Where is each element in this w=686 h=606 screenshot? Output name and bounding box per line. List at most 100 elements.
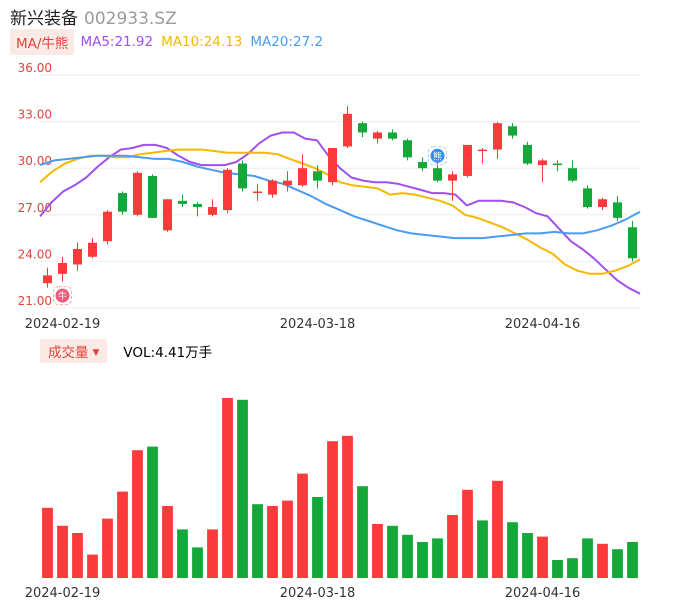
price-date-label: 2024-02-19 — [25, 317, 101, 332]
candlestick — [373, 130, 382, 144]
candlestick — [283, 171, 292, 192]
ma-legend: MA/牛熊 MA5:21.92 MA10:24.13 MA20:27.2 — [10, 29, 331, 55]
stock-header: 新兴装备 002933.SZ — [10, 4, 177, 29]
volume-bar — [207, 529, 218, 578]
volume-value: VOL:4.41万手 — [123, 345, 213, 361]
volume-bar — [267, 506, 278, 578]
candle-body — [118, 193, 127, 212]
candlestick — [103, 210, 112, 245]
candlestick — [73, 242, 82, 271]
volume-bar — [567, 558, 578, 578]
candlestick — [628, 221, 637, 262]
volume-bar — [57, 525, 68, 578]
candlestick — [568, 160, 577, 183]
candlestick — [328, 148, 337, 186]
ma20-label: MA20:27.2 — [250, 34, 324, 50]
candlestick — [58, 256, 67, 282]
candle-body — [178, 200, 187, 204]
candle-body — [568, 168, 577, 181]
candle-body — [103, 211, 112, 242]
price-axis-tick-label: 21.00 — [18, 294, 52, 308]
price-date-label: 2024-03-18 — [280, 317, 356, 332]
ma10-label: MA10:24.13 — [161, 34, 243, 50]
candle-body — [463, 144, 472, 176]
candlestick — [613, 196, 622, 222]
volume-bar — [162, 506, 173, 578]
candlestick — [358, 121, 367, 138]
volume-bar — [222, 398, 233, 578]
candlestick — [193, 202, 202, 217]
candle-body — [283, 180, 292, 186]
candlestick — [598, 197, 607, 211]
volume-bar — [237, 399, 248, 578]
volume-bar — [597, 543, 608, 578]
candle-body — [478, 149, 487, 152]
candle-body — [388, 132, 397, 139]
candlestick — [133, 171, 142, 217]
candlestick — [418, 157, 427, 172]
candle-body — [43, 275, 52, 284]
volume-indicator-selector[interactable]: 成交量 ▼ — [40, 339, 108, 363]
candle-body — [133, 172, 142, 215]
volume-bar — [492, 480, 503, 578]
candlestick — [223, 168, 232, 214]
candle-body — [253, 191, 262, 193]
volume-bar — [282, 500, 293, 578]
volume-date-label: 2024-03-18 — [280, 586, 356, 601]
volume-bar — [117, 491, 128, 578]
stock-name: 新兴装备 — [10, 9, 78, 29]
volume-bar — [462, 489, 473, 578]
volume-bar — [252, 504, 263, 578]
ma-line-ma10 — [39, 148, 641, 275]
price-axis-tick-label: 33.00 — [18, 108, 52, 122]
volume-bar — [297, 473, 308, 578]
volume-bar — [192, 547, 203, 578]
marker-badge — [55, 288, 70, 303]
bear-marker-icon: 熊 — [428, 146, 447, 166]
candle-body — [373, 132, 382, 139]
candlestick — [523, 141, 532, 166]
volume-bar — [372, 524, 383, 578]
candlestick — [538, 158, 547, 183]
candle-body — [583, 188, 592, 208]
volume-bar — [477, 520, 488, 578]
candlestick — [178, 194, 187, 208]
candlestick — [388, 129, 397, 141]
candlestick — [208, 199, 217, 217]
candle-body — [58, 262, 67, 274]
marker-badge — [430, 148, 445, 163]
ma-line-ma5 — [39, 131, 641, 295]
candle-body — [73, 248, 82, 265]
volume-bar — [357, 486, 368, 578]
volume-bar — [42, 507, 53, 578]
candle-body — [148, 175, 157, 218]
candle-body — [553, 163, 562, 166]
candle-body — [508, 126, 517, 136]
candlestick — [508, 123, 517, 139]
dropdown-triangle-icon: ▼ — [92, 348, 100, 358]
volume-bar — [582, 538, 593, 578]
candle-body — [163, 199, 172, 231]
marker-glyph: 牛 — [58, 290, 67, 302]
candlestick — [448, 171, 457, 201]
volume-date-label: 2024-04-16 — [505, 586, 581, 601]
candle-body — [493, 123, 502, 150]
bull-marker-icon: 牛 — [53, 286, 72, 306]
volume-bar — [522, 533, 533, 578]
candlestick — [493, 121, 502, 159]
ma-indicator-selector[interactable]: MA/牛熊 — [10, 29, 75, 55]
candlestick — [403, 138, 412, 161]
volume-bar — [132, 450, 143, 578]
candlestick — [463, 144, 472, 178]
volume-bar — [612, 549, 623, 578]
volume-bar — [507, 522, 518, 578]
candle-body — [268, 180, 277, 195]
candlestick — [313, 165, 322, 189]
candlestick — [583, 185, 592, 209]
volume-bar — [627, 542, 638, 578]
candlestick — [253, 183, 262, 201]
volume-date-label: 2024-02-19 — [25, 586, 101, 601]
stock-code: 002933.SZ — [84, 9, 177, 29]
